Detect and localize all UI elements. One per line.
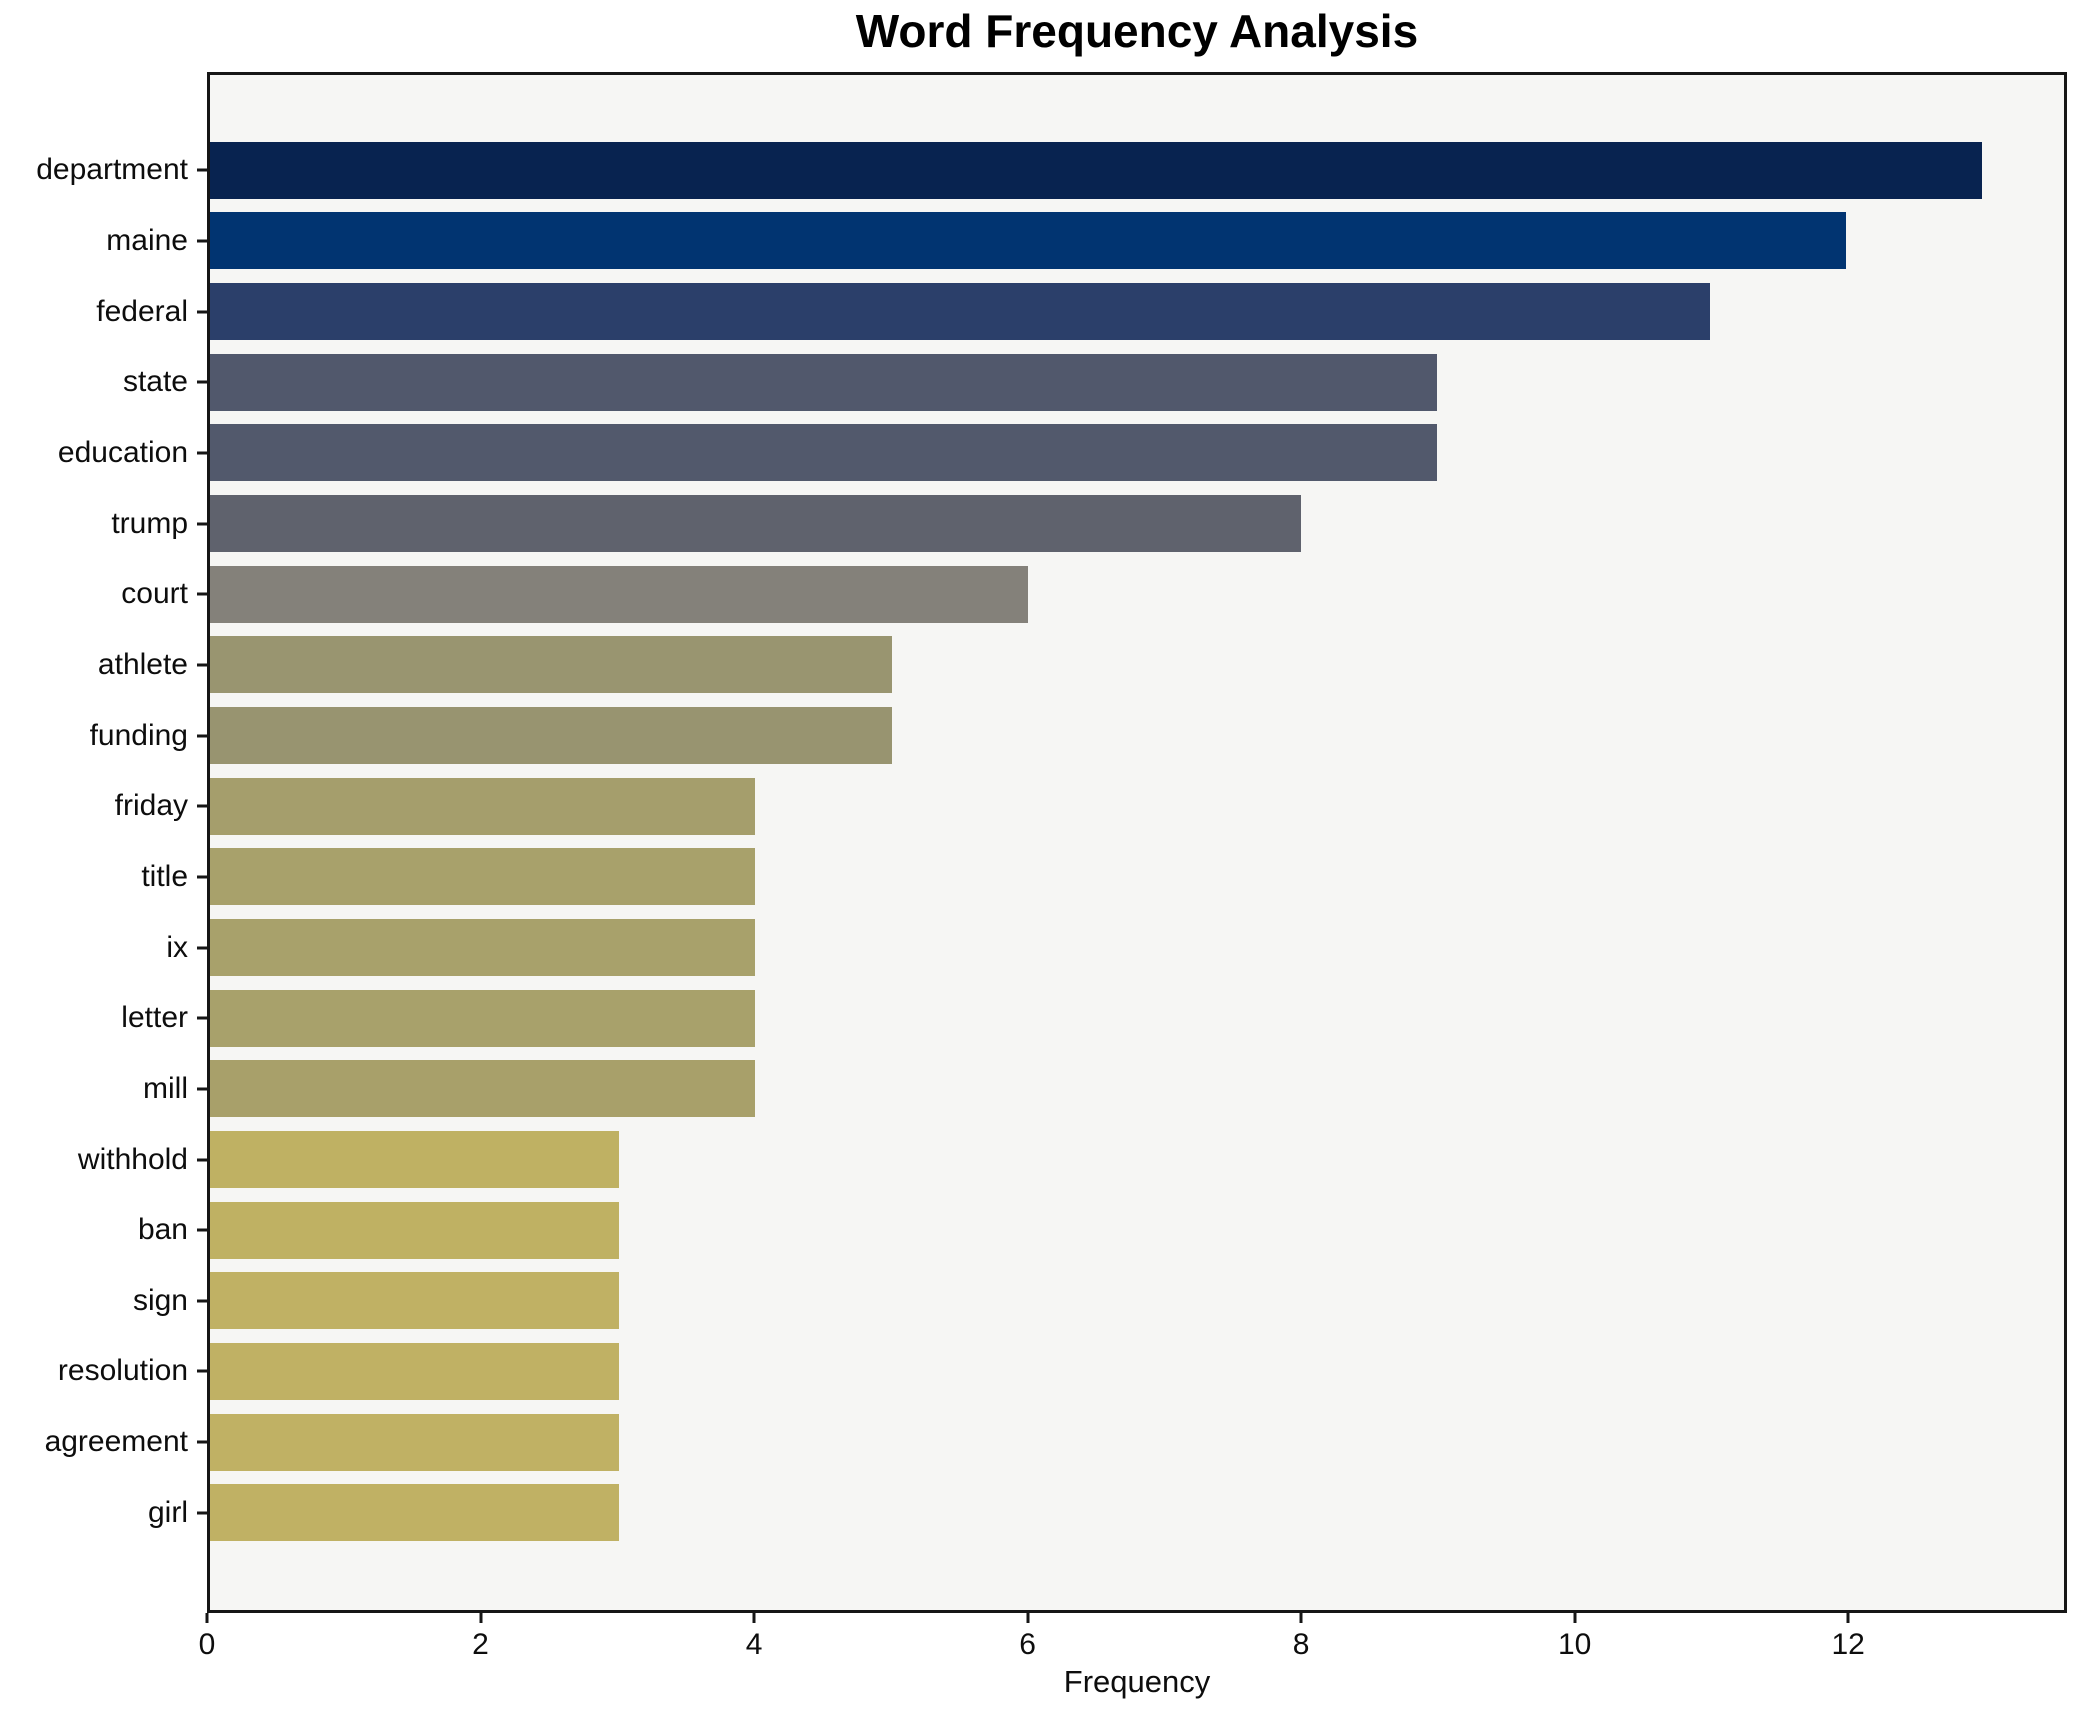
y-tick-label: withhold bbox=[77, 1142, 188, 1176]
y-tick-label: ban bbox=[137, 1213, 188, 1247]
y-tick-mark bbox=[197, 239, 207, 243]
y-tick-mark bbox=[197, 168, 207, 172]
y-tick-mark bbox=[197, 804, 207, 808]
y-tick-mark bbox=[197, 451, 207, 455]
y-tick-mark bbox=[197, 1440, 207, 1444]
y-tick-mark bbox=[197, 1016, 207, 1020]
x-tick-mark bbox=[752, 1613, 756, 1623]
bar-row: sign bbox=[133, 1266, 2064, 1337]
x-tick-label: 12 bbox=[1831, 1628, 1865, 1661]
y-tick-mark bbox=[197, 1087, 207, 1091]
x-tick-mark bbox=[205, 1613, 209, 1623]
bar bbox=[210, 919, 756, 977]
y-tick-mark bbox=[197, 380, 207, 384]
y-tick-mark bbox=[197, 592, 207, 596]
y-tick-mark bbox=[197, 734, 207, 738]
y-tick-mark bbox=[197, 1299, 207, 1303]
y-tick-label: trump bbox=[111, 506, 188, 540]
chart-title: Word Frequency Analysis bbox=[855, 5, 1419, 57]
bar bbox=[210, 1060, 756, 1118]
y-tick-label: letter bbox=[121, 1001, 188, 1035]
y-tick-label: maine bbox=[106, 223, 188, 257]
x-tick-label: 8 bbox=[1292, 1628, 1310, 1661]
y-tick-mark bbox=[197, 946, 207, 950]
bar bbox=[210, 777, 756, 835]
bar bbox=[210, 1484, 619, 1542]
y-tick-label: friday bbox=[114, 789, 188, 823]
bar-row: withhold bbox=[78, 1124, 2064, 1195]
bar-row: ix bbox=[166, 912, 2064, 983]
x-tick-mark bbox=[1846, 1613, 1850, 1623]
bar-row: resolution bbox=[58, 1336, 2064, 1407]
bar bbox=[210, 565, 1028, 623]
bar bbox=[210, 424, 1437, 482]
bar-row: department bbox=[36, 135, 2064, 206]
x-tick-mark bbox=[1026, 1613, 1030, 1623]
x-tick-label: 6 bbox=[1019, 1628, 1036, 1661]
bar bbox=[210, 495, 1301, 553]
y-tick-label: agreement bbox=[44, 1425, 188, 1459]
bar-row: title bbox=[141, 842, 2064, 913]
bar-row: agreement bbox=[45, 1407, 2064, 1478]
y-tick-mark bbox=[197, 522, 207, 526]
bar-row: athlete bbox=[98, 630, 2064, 701]
y-tick-mark bbox=[197, 1369, 207, 1373]
bar bbox=[210, 1131, 619, 1189]
x-tick-mark bbox=[1573, 1613, 1577, 1623]
bar bbox=[210, 848, 756, 906]
x-axis-label: Frequency bbox=[1063, 1664, 1211, 1699]
y-tick-mark bbox=[197, 663, 207, 667]
y-tick-mark bbox=[197, 310, 207, 314]
y-tick-label: department bbox=[36, 153, 188, 187]
x-tick-label: 4 bbox=[745, 1628, 763, 1661]
bar-row: girl bbox=[148, 1477, 2064, 1548]
x-tick-label: 0 bbox=[198, 1628, 216, 1661]
y-tick-label: athlete bbox=[97, 647, 188, 681]
bar-row: funding bbox=[90, 700, 2064, 771]
bar-row: letter bbox=[121, 983, 2064, 1054]
bar-row: friday bbox=[115, 771, 2064, 842]
bar bbox=[210, 707, 892, 765]
y-tick-mark bbox=[197, 1158, 207, 1162]
bar bbox=[210, 212, 1846, 270]
y-tick-label: girl bbox=[147, 1495, 188, 1529]
y-tick-mark bbox=[197, 1511, 207, 1515]
bar bbox=[210, 1413, 619, 1471]
x-tick-label: 2 bbox=[472, 1628, 489, 1661]
bar bbox=[210, 1201, 619, 1259]
bar bbox=[210, 1342, 619, 1400]
bar-row: education bbox=[58, 418, 2064, 489]
x-tick-label: 10 bbox=[1557, 1628, 1592, 1661]
bar bbox=[210, 283, 1710, 341]
y-tick-mark bbox=[197, 1228, 207, 1232]
bar-group: department maine federal state education… bbox=[36, 75, 2064, 1610]
bar bbox=[210, 1272, 619, 1330]
y-tick-label: funding bbox=[89, 718, 188, 752]
x-tick-mark bbox=[1299, 1613, 1303, 1623]
y-tick-label: education bbox=[57, 435, 188, 469]
bar bbox=[210, 989, 756, 1047]
y-tick-label: title bbox=[141, 859, 188, 893]
bar-row: mill bbox=[143, 1054, 2064, 1125]
y-tick-label: mill bbox=[143, 1071, 188, 1105]
bar bbox=[210, 636, 892, 694]
y-tick-label: state bbox=[122, 365, 188, 399]
y-tick-label: court bbox=[121, 577, 188, 611]
bar-row: ban bbox=[138, 1195, 2064, 1266]
bar-row: state bbox=[123, 347, 2064, 418]
y-tick-label: sign bbox=[132, 1283, 188, 1317]
plot-area: department maine federal state education… bbox=[36, 72, 2067, 1613]
bar bbox=[210, 353, 1437, 411]
bar-row: court bbox=[121, 559, 2064, 630]
bar-row: maine bbox=[106, 206, 2064, 277]
x-tick-mark bbox=[479, 1613, 483, 1623]
bar bbox=[210, 141, 1983, 199]
bar-row: trump bbox=[111, 488, 2064, 559]
y-tick-label: federal bbox=[96, 294, 188, 328]
bar-row: federal bbox=[96, 276, 2064, 347]
y-tick-label: resolution bbox=[57, 1354, 188, 1388]
y-tick-label: ix bbox=[166, 930, 188, 964]
y-tick-mark bbox=[197, 875, 207, 879]
